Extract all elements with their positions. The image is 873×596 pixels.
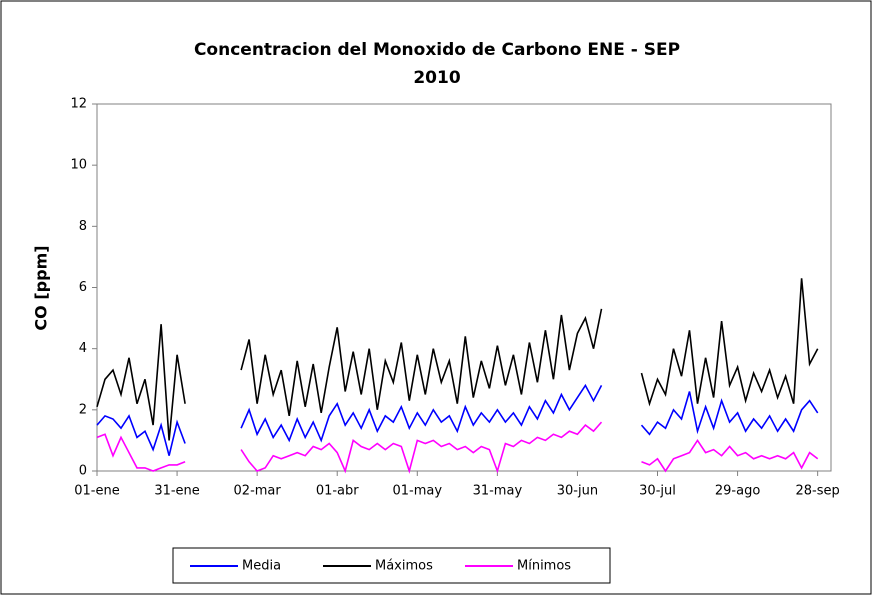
chart-title: Concentracion del Monoxido de Carbono EN… <box>194 40 680 60</box>
legend-label: Mínimos <box>517 559 571 574</box>
y-tick-label: 10 <box>70 158 87 173</box>
series-line <box>640 391 819 436</box>
x-tick-label: 31-ene <box>154 484 199 499</box>
series-line <box>640 278 819 407</box>
legend-label: Media <box>242 559 281 574</box>
x-tick-label: 30-jul <box>639 484 676 499</box>
series-line <box>240 383 603 443</box>
series-line <box>641 438 819 473</box>
x-tick-label: 01-abr <box>316 484 359 499</box>
y-tick-label: 8 <box>79 219 87 234</box>
series-line <box>240 308 603 417</box>
legend <box>172 547 611 584</box>
y-axis-label: CO [ppm] <box>32 245 51 330</box>
series-line <box>240 421 603 474</box>
series-line <box>96 324 186 441</box>
x-tick-label: 31-may <box>473 484 523 499</box>
x-tick-label: 02-mar <box>234 484 282 499</box>
legend-label: Máximos <box>375 559 433 574</box>
chart-title: 2010 <box>413 68 460 88</box>
x-tick-label: 01-may <box>393 484 443 499</box>
y-tick-label: 6 <box>79 280 87 295</box>
y-tick-label: 2 <box>79 402 87 417</box>
y-tick-label: 4 <box>79 341 87 356</box>
x-tick-label: 29-ago <box>715 484 760 499</box>
y-tick-label: 12 <box>70 97 87 112</box>
x-tick-label: 28-sep <box>796 484 840 499</box>
y-tick-label: 0 <box>79 464 87 479</box>
x-tick-label: 30-jun <box>557 484 598 499</box>
series-line <box>96 433 186 472</box>
series-line <box>96 414 186 456</box>
x-tick-label: 01-ene <box>74 484 119 499</box>
